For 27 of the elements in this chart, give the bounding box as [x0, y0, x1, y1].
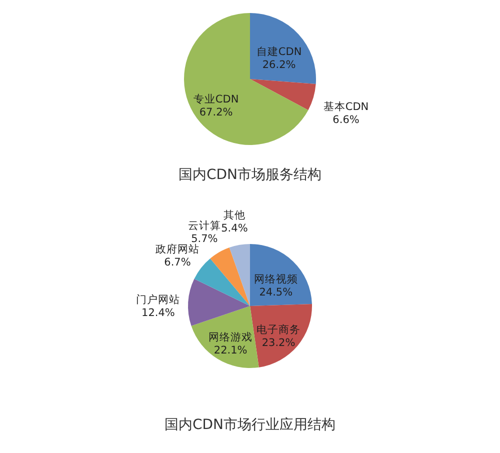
pie-slice: [210, 248, 250, 306]
slice-label: 其他: [223, 208, 246, 222]
text: 国内CDN市场行业应用结构: [164, 417, 336, 433]
pie-slice: [184, 13, 308, 145]
pie-slice: [250, 79, 316, 110]
data-label: 67.2%: [199, 106, 233, 118]
data-label: 24.5%: [259, 286, 293, 298]
data-label: 23.2%: [262, 336, 296, 349]
pie-slice: [250, 13, 316, 84]
slice-label: 云计算: [188, 219, 221, 232]
data-label: 6.6%: [332, 114, 360, 126]
text: 国内CDN市场服务结构: [178, 167, 322, 183]
pie-slice: [229, 244, 250, 306]
slice-label: 专业CDN: [193, 92, 239, 106]
data-label: 22.1%: [214, 344, 248, 357]
data-label: 6.7%: [164, 256, 191, 268]
slice-label: 自建CDN: [256, 45, 302, 58]
slice-label: 网络游戏: [208, 330, 253, 344]
pie-slice: [188, 278, 250, 326]
slice-label: 网络视频: [254, 272, 298, 286]
slice-label: 电子商务: [256, 322, 301, 336]
data-label: 26.2%: [262, 59, 296, 72]
pie-slice: [194, 258, 250, 306]
slice-label: 基本CDN: [323, 100, 369, 113]
data-label: 5.4%: [221, 222, 248, 234]
data-label: 12.4%: [142, 307, 175, 320]
slice-label: 门户网站: [136, 293, 180, 306]
